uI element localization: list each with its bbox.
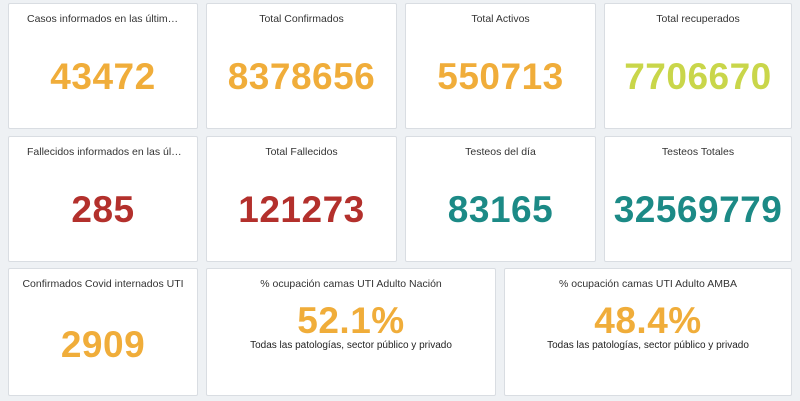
card-total-recovered[interactable]: Total recuperados 7706670	[604, 3, 792, 129]
card-subtitle: Todas las patologías, sector público y p…	[547, 340, 749, 351]
card-value: 8378656	[227, 56, 376, 97]
card-value: 52.1%	[297, 300, 405, 341]
card-cases-24h[interactable]: Casos informados en las últimas 24 horas…	[8, 3, 198, 129]
card-title: Confirmados Covid internados UTI	[22, 278, 184, 290]
card-title: Total Confirmados	[259, 13, 344, 25]
card-subtitle: Todas las patologías, sector público y p…	[250, 340, 452, 351]
card-value: 7706670	[624, 56, 772, 97]
card-value: 83165	[447, 189, 554, 230]
card-value: 2909	[60, 324, 146, 365]
card-icu-confirmed[interactable]: Confirmados Covid internados UTI 2909	[8, 268, 198, 396]
card-title: Testeos del día	[465, 146, 536, 158]
card-icu-occupancy-nacion[interactable]: % ocupación camas UTI Adulto Nación 52.1…	[206, 268, 496, 396]
card-icu-occupancy-amba[interactable]: % ocupación camas UTI Adulto AMBA 48.4% …	[504, 268, 792, 396]
card-value: 285	[71, 189, 135, 230]
card-title: Total recuperados	[656, 13, 740, 25]
card-title: Testeos Totales	[661, 146, 735, 158]
card-tests-total[interactable]: Testeos Totales 32569779	[604, 136, 792, 262]
card-value: 48.4%	[594, 300, 702, 341]
card-title: Total Fallecidos	[265, 146, 338, 158]
card-title: Casos informados en las últimas 24 horas	[27, 13, 183, 25]
card-title: % ocupación camas UTI Adulto Nación	[260, 278, 442, 290]
card-title: Total Activos	[471, 13, 530, 25]
card-total-deaths[interactable]: Total Fallecidos 121273	[206, 136, 397, 262]
card-value: 43472	[50, 56, 156, 97]
card-total-confirmed[interactable]: Total Confirmados 8378656	[206, 3, 397, 129]
card-value: 550713	[437, 56, 564, 97]
card-total-active[interactable]: Total Activos 550713	[405, 3, 596, 129]
card-deaths-24h[interactable]: Fallecidos informados en las últimas 24 …	[8, 136, 198, 262]
card-title: % ocupación camas UTI Adulto AMBA	[558, 278, 737, 290]
card-value: 121273	[238, 189, 365, 230]
card-tests-day[interactable]: Testeos del día 83165	[405, 136, 596, 262]
card-title: Fallecidos informados en las últimas 24 …	[27, 146, 183, 158]
card-value: 32569779	[613, 189, 783, 230]
